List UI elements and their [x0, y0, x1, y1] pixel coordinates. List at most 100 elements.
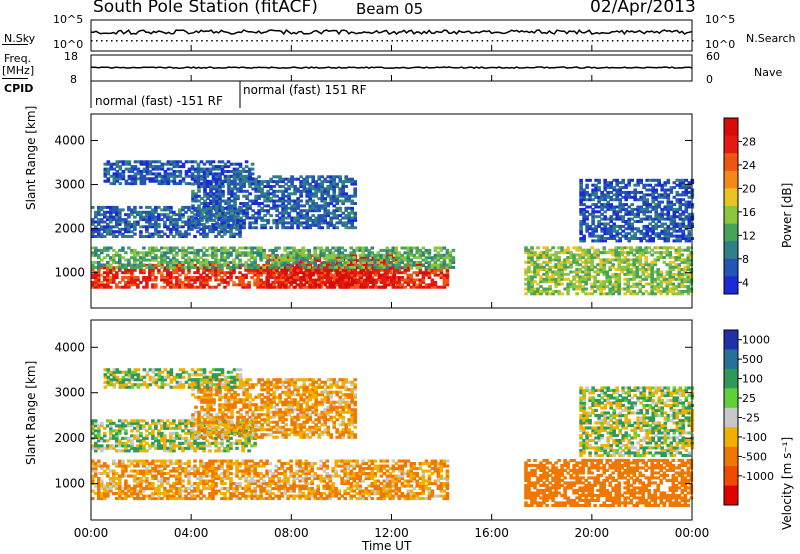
power-cell	[145, 285, 149, 289]
power-cell	[217, 278, 221, 282]
power-cell	[127, 230, 131, 234]
power-cell	[650, 253, 654, 257]
power-cell	[130, 222, 134, 226]
power-cell	[388, 271, 393, 275]
power-cell	[266, 283, 270, 287]
power-colorbar-tick-label: 8	[742, 253, 749, 266]
power-cell	[227, 192, 231, 196]
power-cell	[308, 209, 312, 213]
power-cell	[257, 214, 261, 218]
power-cell	[328, 278, 332, 282]
nsearch-dot	[401, 40, 403, 42]
power-cell	[226, 230, 230, 234]
power-cell	[524, 272, 528, 276]
power-cell	[406, 258, 411, 262]
power-cell	[154, 230, 158, 234]
power-cell	[602, 246, 606, 250]
power-cell	[178, 208, 182, 212]
power-cell	[250, 248, 254, 252]
power-cell	[211, 227, 215, 231]
power-cell	[133, 256, 137, 260]
power-cell	[358, 263, 362, 267]
power-cell	[530, 253, 534, 257]
power-cell	[332, 199, 336, 203]
power-cell	[187, 215, 191, 219]
power-cell	[660, 237, 664, 240]
power-cell	[220, 179, 225, 183]
power-cell	[244, 170, 249, 173]
power-cell	[118, 248, 122, 252]
freq-underline	[2, 78, 28, 79]
power-cell	[130, 235, 134, 238]
power-cell	[317, 209, 321, 213]
power-cell	[274, 263, 278, 267]
power-cell	[148, 215, 152, 219]
power-cell	[218, 214, 222, 218]
power-cell	[205, 265, 209, 269]
power-cell	[103, 248, 107, 252]
power-cell	[295, 256, 299, 260]
power-cell	[600, 193, 604, 197]
power-cell	[190, 210, 194, 214]
power-cell	[612, 205, 616, 209]
power-cell	[97, 230, 101, 234]
power-cell	[332, 182, 336, 186]
power-cell	[329, 283, 333, 287]
power-cell	[281, 211, 285, 215]
power-cell	[382, 256, 387, 260]
power-cell	[554, 258, 558, 262]
power-cell	[157, 230, 161, 234]
power-cell	[605, 260, 609, 264]
power-cell	[373, 261, 378, 264]
power-cell	[215, 197, 219, 201]
power-cell	[203, 192, 207, 196]
nsearch-dot	[687, 40, 689, 42]
power-cell	[621, 229, 625, 233]
power-cell	[341, 271, 345, 275]
power-cell	[379, 258, 384, 262]
power-cell	[106, 167, 111, 171]
power-cell	[248, 204, 252, 208]
power-cell	[172, 258, 176, 262]
power-cell	[94, 280, 98, 284]
power-cell	[218, 197, 222, 201]
power-cell	[248, 226, 252, 230]
power-cell	[175, 283, 179, 287]
power-cell	[157, 222, 161, 226]
power-cell	[615, 234, 619, 238]
power-cell	[290, 180, 294, 184]
power-cell	[359, 268, 363, 272]
power-cell	[139, 271, 143, 275]
power-cell	[215, 214, 219, 218]
power-cell	[317, 285, 321, 289]
power-cell	[97, 218, 101, 222]
power-cell	[275, 194, 279, 198]
power-cell	[302, 273, 306, 277]
power-cell	[94, 210, 98, 214]
power-cell	[106, 172, 111, 176]
power-cell	[157, 179, 162, 183]
power-cell	[527, 282, 531, 286]
power-cell	[656, 258, 660, 262]
power-cell	[397, 276, 402, 279]
power-cell	[383, 285, 388, 289]
power-cell	[157, 232, 161, 236]
power-cell	[603, 229, 607, 233]
power-cell	[94, 278, 98, 282]
power-cell	[560, 263, 564, 267]
power-cell	[296, 271, 300, 275]
power-cell	[272, 283, 276, 287]
power-cell	[248, 221, 252, 225]
power-cell	[226, 220, 230, 224]
power-cell	[287, 177, 291, 181]
power-cell	[194, 206, 198, 210]
power-cell	[106, 271, 110, 275]
power-cell	[350, 263, 354, 267]
power-cell	[618, 188, 622, 192]
power-cell	[533, 263, 537, 267]
power-cell	[406, 280, 411, 284]
power-cell	[175, 278, 179, 282]
power-cell	[563, 272, 567, 276]
power-cell	[569, 263, 573, 267]
power-cell	[329, 221, 333, 225]
